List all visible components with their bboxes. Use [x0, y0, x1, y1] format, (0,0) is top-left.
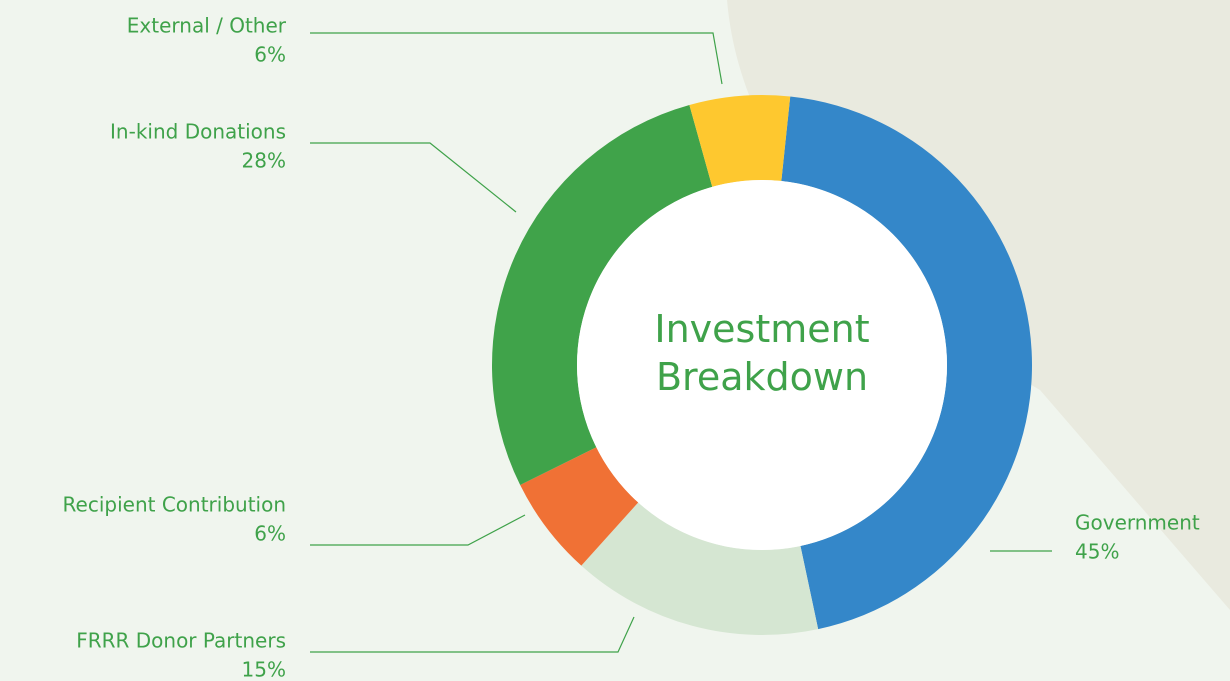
label-value: 15%: [242, 658, 286, 681]
label-name: External / Other: [127, 14, 287, 38]
donut-segment: [520, 447, 639, 566]
donut-hole: [577, 180, 947, 550]
donut-segment: [492, 104, 713, 486]
label-value: 45%: [1075, 540, 1119, 564]
donut-segment: [689, 95, 791, 187]
leader-line: [310, 616, 635, 653]
label-name: Government: [1075, 511, 1200, 535]
label-name: FRRR Donor Partners: [76, 629, 286, 653]
chart-title: Investment Breakdown: [654, 307, 870, 399]
donut-segment: [581, 502, 819, 635]
label-value: 6%: [254, 522, 286, 546]
leader-line: [310, 514, 526, 546]
label-value: 6%: [254, 43, 286, 67]
label-value: 28%: [242, 149, 286, 173]
donut-segment: [781, 96, 1032, 630]
leader-line: [310, 32, 723, 85]
label-name: In-kind Donations: [110, 120, 286, 144]
label-name: Recipient Contribution: [63, 493, 286, 517]
leader-line: [310, 142, 517, 213]
